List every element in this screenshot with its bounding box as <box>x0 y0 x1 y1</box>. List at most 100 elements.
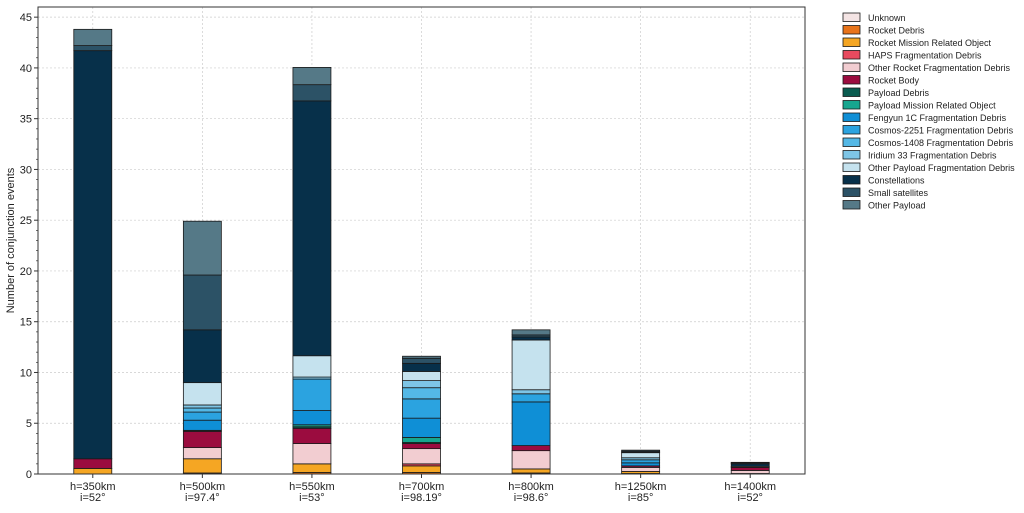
x-tick-label: i=98.6° <box>514 492 549 504</box>
x-tick-label: i=52° <box>737 492 763 504</box>
bar-segment <box>292 378 332 411</box>
x-tick-label: i=52° <box>80 492 106 504</box>
legend-swatch <box>842 125 861 135</box>
x-axis: h=350kmi=52°h=500kmi=97.4°h=550kmi=53°h=… <box>70 474 776 504</box>
bar-segment <box>402 357 441 364</box>
y-tick-label: 0 <box>26 469 32 481</box>
legend-label: Small satellites <box>868 188 929 198</box>
legend-label: Cosmos-1408 Fragmentation Debris <box>868 138 1014 148</box>
bar-segment <box>621 449 661 452</box>
bar-segment <box>402 387 441 400</box>
bar-segment <box>511 450 551 470</box>
bar-segment <box>182 430 222 449</box>
legend-swatch <box>842 87 861 97</box>
bar-segment <box>402 362 441 372</box>
y-tick-label: 10 <box>20 367 32 379</box>
legend-swatch <box>842 200 861 210</box>
bar-segment <box>292 355 332 378</box>
y-tick-label: 45 <box>20 12 32 24</box>
bar-segment <box>182 419 222 431</box>
legend-label: Payload Debris <box>868 88 930 98</box>
bar-segment <box>511 393 551 403</box>
bar-segment <box>292 84 332 102</box>
bar-segment <box>621 459 661 464</box>
bar-segment <box>402 380 441 389</box>
legend-label: Rocket Debris <box>868 26 925 36</box>
bar-segment <box>292 463 332 473</box>
y-tick-label: 20 <box>20 266 32 278</box>
bar-segment <box>73 28 113 46</box>
y-tick-label: 40 <box>20 63 32 75</box>
bar-segment <box>402 417 441 438</box>
bar-segment <box>402 355 441 359</box>
legend-label: Other Payload Fragmentation Debris <box>868 163 1015 173</box>
legend-swatch <box>842 75 861 85</box>
legend-swatch <box>842 187 861 197</box>
legend-label: Rocket Body <box>868 76 920 86</box>
x-tick-label: i=85° <box>628 492 654 504</box>
y-tick-label: 25 <box>20 215 32 227</box>
legend-label: Iridium 33 Fragmentation Debris <box>868 151 997 161</box>
bar-segment <box>621 462 661 467</box>
bar-segment <box>73 468 113 475</box>
x-tick-label: h=700km <box>399 481 445 493</box>
x-tick-label: h=550km <box>289 481 335 493</box>
bar-segment <box>182 404 222 409</box>
bar-segment <box>402 448 441 465</box>
legend-swatch <box>842 137 861 147</box>
bar-segment <box>73 45 113 52</box>
legend: Unknown Rocket Debris Rocket Mission Relat… <box>842 12 1015 211</box>
legend-label: Cosmos-2251 Fragmentation Debris <box>868 126 1014 136</box>
bar-segment <box>182 411 222 421</box>
bar-segment <box>292 443 332 465</box>
y-tick-label: 35 <box>20 114 32 126</box>
bar-segment <box>511 401 551 446</box>
legend-label: Payload Mission Related Object <box>868 101 996 111</box>
legend-swatch <box>842 37 861 47</box>
legend-swatch <box>842 112 861 122</box>
bar-segment <box>182 458 222 474</box>
legend-swatch <box>842 25 861 35</box>
x-tick-label: h=1400km <box>724 481 776 493</box>
legend-label: Rocket Mission Related Object <box>868 38 992 48</box>
y-tick-label: 5 <box>26 418 32 430</box>
bar-segment <box>511 336 551 341</box>
legend-label: Unknown <box>868 13 906 23</box>
bar-segment <box>730 470 770 474</box>
bar-segment <box>730 467 770 471</box>
legend-swatch <box>842 150 861 160</box>
legend-swatch <box>842 162 861 172</box>
y-axis-title: Number of conjunction events <box>5 167 17 313</box>
bar-segment <box>402 398 441 419</box>
legend-swatch <box>842 62 861 72</box>
bar-segment <box>621 452 661 459</box>
legend-swatch <box>842 12 861 22</box>
bar-segment <box>511 339 551 391</box>
x-tick-label: h=500km <box>180 481 226 493</box>
bar-segment <box>402 371 441 381</box>
x-tick-label: h=350km <box>70 481 116 493</box>
bar-segment <box>292 67 332 86</box>
legend-label: Constellations <box>868 176 925 186</box>
y-tick-label: 15 <box>20 317 32 329</box>
bar-segment <box>402 437 441 443</box>
bar-segment <box>621 467 661 472</box>
bar-segment <box>511 468 551 474</box>
legend-label: Other Rocket Fragmentation Debris <box>868 63 1011 73</box>
y-axis: 0 5 10 15 20 25 30 35 40 45 <box>20 12 38 481</box>
bar-segment <box>182 407 222 413</box>
x-tick-label: i=97.4° <box>185 492 220 504</box>
bar-segment <box>511 445 551 452</box>
bar-segment <box>73 50 113 460</box>
x-tick-label: h=1250km <box>615 481 667 493</box>
bars <box>73 28 770 475</box>
bar-segment <box>182 329 222 384</box>
legend-swatch <box>842 175 861 185</box>
bar-segment <box>182 382 222 406</box>
bar-segment <box>511 389 551 395</box>
bar-segment <box>182 274 222 331</box>
bar-segment <box>730 461 770 464</box>
bar-segment <box>292 410 332 426</box>
